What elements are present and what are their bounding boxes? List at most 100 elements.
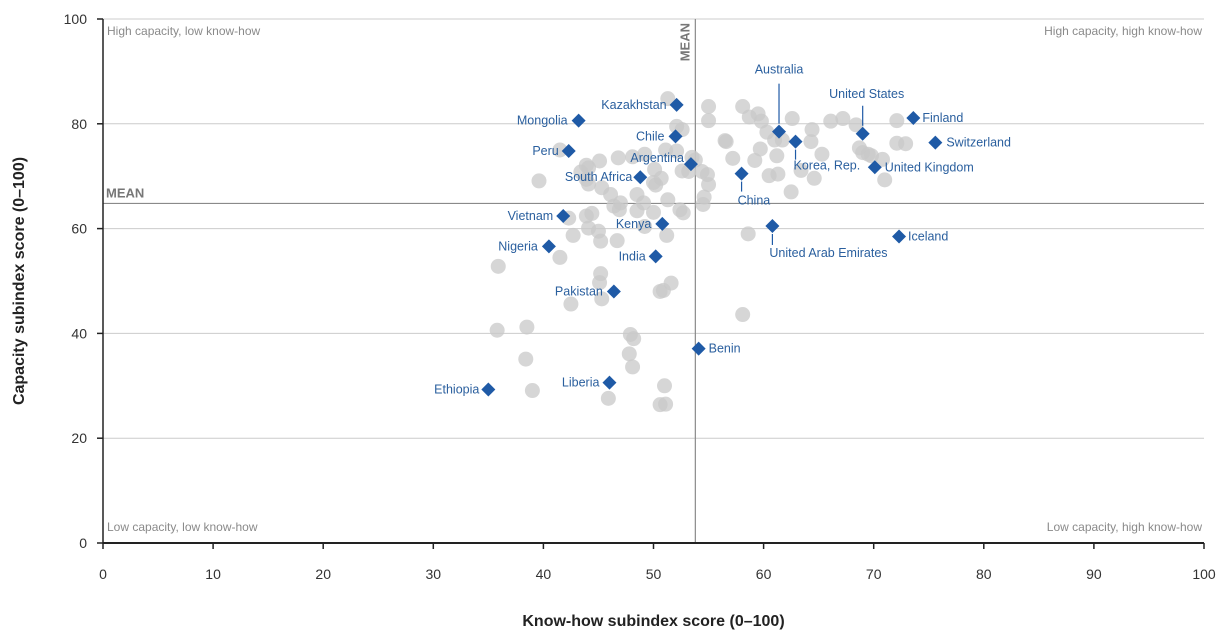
- background-point: [646, 174, 661, 190]
- x-tick-label: 80: [976, 566, 992, 582]
- background-point: [658, 142, 674, 158]
- mean-lines: [103, 19, 1204, 543]
- highlighted-point: [668, 129, 683, 144]
- background-points: [489, 91, 914, 413]
- highlighted-point: [571, 113, 586, 128]
- background-point: [659, 227, 675, 243]
- country-label: Mongolia: [517, 114, 568, 128]
- country-label: Kenya: [616, 217, 651, 231]
- quadrant-label-bottom-left: Low capacity, low know-how: [107, 520, 258, 534]
- highlighted-point: [765, 218, 780, 233]
- highlighted-point: [556, 209, 571, 224]
- background-point: [675, 205, 691, 221]
- y-tick-label: 60: [71, 221, 87, 237]
- background-point: [848, 117, 864, 133]
- background-point: [877, 172, 893, 188]
- background-point: [637, 219, 653, 235]
- highlighted-point: [648, 249, 663, 264]
- background-point: [875, 151, 891, 167]
- axes: 0 10 20 30 40 50 60 70 80 90 100 0 20 40 60 80 100: [64, 11, 1216, 582]
- background-point: [565, 227, 581, 243]
- x-tick-label: 50: [646, 566, 662, 582]
- background-point: [609, 233, 625, 249]
- background-point: [701, 177, 717, 193]
- background-point: [669, 143, 685, 159]
- highlighted-point: [606, 284, 621, 299]
- quadrant-label-top-right: High capacity, high know-how: [1044, 24, 1202, 38]
- highlighted-point: [481, 382, 496, 397]
- highlighted-point: [683, 157, 698, 172]
- x-tick-label: 90: [1086, 566, 1102, 582]
- grid-lines: [103, 18, 1204, 439]
- background-point: [804, 122, 820, 138]
- country-label: Switzerland: [946, 136, 1011, 150]
- background-point: [581, 176, 597, 192]
- background-point: [783, 184, 799, 200]
- background-point: [552, 249, 568, 265]
- country-label: United Arab Emirates: [769, 246, 887, 260]
- x-tick-label: 70: [866, 566, 882, 582]
- background-point: [611, 202, 627, 218]
- mean-line-label-horizontal: MEAN: [106, 185, 144, 200]
- background-point: [784, 111, 800, 127]
- x-tick-label: 10: [205, 566, 221, 582]
- background-point: [594, 180, 610, 196]
- background-point: [823, 113, 839, 129]
- background-point: [835, 111, 851, 127]
- background-point: [747, 152, 763, 168]
- background-point: [814, 146, 830, 162]
- background-point: [769, 148, 785, 164]
- highlighted-point: [892, 229, 907, 244]
- x-tick-label: 0: [99, 566, 107, 582]
- country-label: Kazakhstan: [601, 98, 666, 112]
- x-tick-label: 100: [1192, 566, 1216, 582]
- background-point: [660, 192, 676, 208]
- highlighted-point: [772, 124, 787, 139]
- x-tick-label: 30: [426, 566, 442, 582]
- country-label: Nigeria: [498, 239, 538, 253]
- country-label: Iceland: [908, 229, 948, 243]
- background-point: [658, 396, 674, 412]
- highlighted-point: [655, 216, 670, 231]
- background-point: [637, 146, 653, 162]
- background-point: [519, 319, 535, 335]
- background-point: [752, 141, 768, 157]
- background-point: [741, 109, 757, 125]
- country-label: Liberia: [562, 376, 600, 390]
- country-label: United States: [829, 87, 904, 101]
- background-point: [621, 346, 637, 362]
- country-label: Australia: [755, 63, 804, 77]
- background-point: [674, 163, 690, 179]
- background-point: [563, 296, 579, 312]
- country-label: Peru: [532, 144, 558, 158]
- background-point: [740, 226, 756, 242]
- highlighted-point: [669, 97, 684, 112]
- country-label: China: [738, 194, 771, 208]
- country-label: India: [619, 249, 646, 263]
- quadrant-label-top-left: High capacity, low know-how: [107, 24, 261, 38]
- country-label: Ethiopia: [434, 382, 479, 396]
- background-point: [660, 91, 676, 107]
- background-point: [518, 351, 534, 367]
- background-point: [578, 157, 594, 173]
- x-tick-label: 60: [756, 566, 772, 582]
- x-axis-title: Know-how subindex score (0–100): [522, 613, 784, 630]
- chart-text: High capacity, low know-how High capacit…: [11, 23, 1202, 630]
- y-axis-title: Capacity subindex score (0–100): [11, 157, 28, 405]
- background-point: [610, 150, 626, 166]
- background-point: [793, 162, 809, 178]
- background-point: [531, 173, 547, 189]
- highlighted-points: Kazakhstan Mongolia Chile Peru Argentina Sout…: [434, 63, 1011, 397]
- background-point: [592, 153, 608, 169]
- country-label: Korea, Rep.: [794, 159, 861, 173]
- highlighted-point: [867, 160, 882, 175]
- background-point: [669, 118, 685, 134]
- background-point: [590, 223, 606, 239]
- background-point: [806, 170, 822, 186]
- background-point: [725, 150, 741, 166]
- background-point: [594, 291, 610, 307]
- country-label: United Kingdom: [885, 160, 974, 174]
- background-point: [695, 196, 711, 212]
- country-label: Benin: [709, 342, 741, 356]
